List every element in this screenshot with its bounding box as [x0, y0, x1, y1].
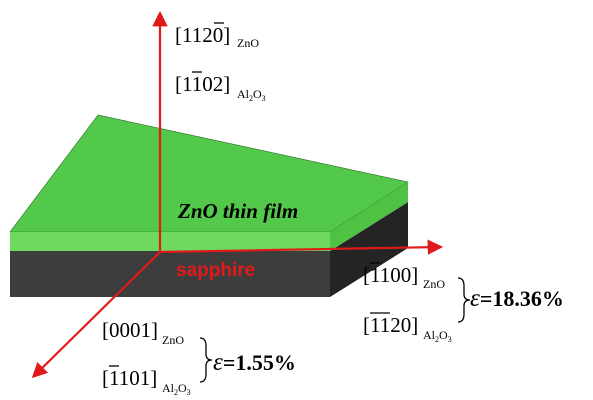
right-axis-al2o3-label: [1120] Al2O3 — [363, 312, 452, 344]
right-axis-arrow — [159, 239, 444, 255]
svg-text:ZnO: ZnO — [237, 36, 259, 50]
front-axis-zno-label: [0001] ZnO — [102, 318, 184, 347]
svg-text:[1101]: [1101] — [102, 366, 157, 390]
vertical-axis-al2o3-label: [1102] Al2O3 — [175, 71, 266, 103]
right-axis-zno-label: [1100] ZnO — [363, 262, 445, 291]
svg-text:[1120]: [1120] — [175, 23, 230, 47]
vertical-axis-zno-label: [1120] ZnO — [175, 22, 259, 50]
front-axis-brace — [199, 337, 213, 383]
front-axis-al2o3-label: [1101] Al2O3 — [102, 365, 191, 397]
front-axis-strain: ε=1.55% — [213, 349, 296, 376]
film-label: ZnO thin film — [177, 199, 298, 223]
substrate-label: sapphire — [176, 260, 255, 281]
film-side-face — [330, 182, 408, 251]
substrate-side-face — [330, 202, 408, 297]
front-axis-arrow — [31, 251, 161, 379]
substrate-front-face — [10, 251, 330, 297]
svg-text:ZnO: ZnO — [162, 333, 184, 347]
svg-text:[1102]: [1102] — [175, 72, 230, 96]
right-axis-strain: ε=18.36% — [470, 285, 564, 312]
svg-text:[1120]: [1120] — [363, 313, 418, 337]
svg-text:Al2O3: Al2O3 — [237, 87, 266, 103]
svg-text:ZnO: ZnO — [423, 277, 445, 291]
right-axis-brace — [457, 277, 471, 323]
film-front-face — [10, 232, 330, 251]
svg-text:[0001]: [0001] — [102, 318, 158, 342]
svg-text:[1100]: [1100] — [363, 263, 418, 287]
svg-text:Al2O3: Al2O3 — [423, 328, 452, 344]
svg-text:Al2O3: Al2O3 — [162, 381, 191, 397]
